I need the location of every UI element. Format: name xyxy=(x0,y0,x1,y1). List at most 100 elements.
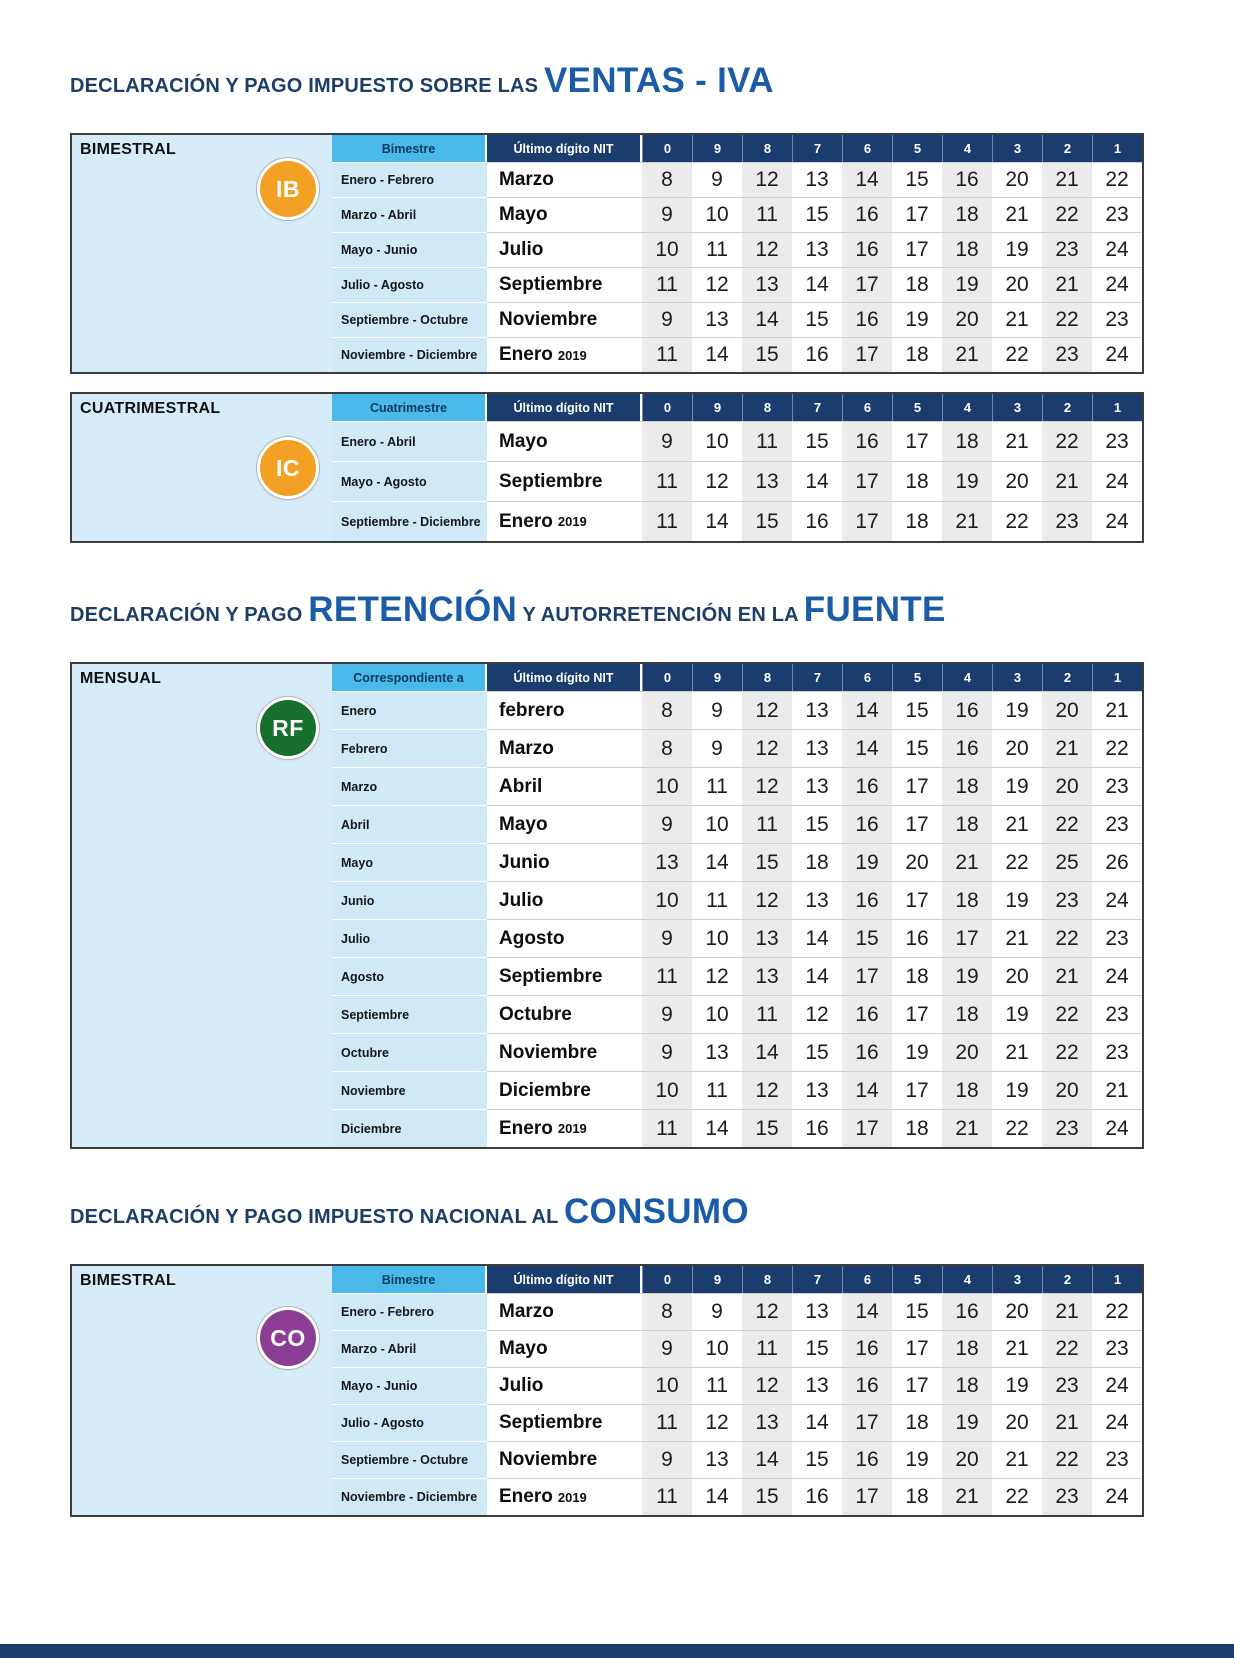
table-row: Marzo Abril 10 11 12 13 16 17 18 19 20 23 xyxy=(332,767,1142,805)
deadline-day: 16 xyxy=(942,691,992,729)
deadline-day: 19 xyxy=(992,995,1042,1033)
deadline-day: 21 xyxy=(1042,461,1092,501)
deadline-day: 11 xyxy=(642,337,692,372)
deadline-day: 12 xyxy=(692,267,742,302)
year-label: 2019 xyxy=(557,347,587,363)
nit-digit-header: 1 xyxy=(1092,135,1142,162)
period-column-header: Correspondiente a xyxy=(332,664,487,691)
deadline-day: 14 xyxy=(792,461,842,501)
deadline-day: 23 xyxy=(1042,501,1092,541)
month-name: Noviembre xyxy=(499,309,598,330)
month-cell: Marzo xyxy=(487,162,642,197)
deadline-day: 10 xyxy=(642,1071,692,1109)
deadline-day: 19 xyxy=(892,302,942,337)
period-cell: Marzo xyxy=(332,767,487,805)
deadline-day: 18 xyxy=(942,805,992,843)
deadline-day: 24 xyxy=(1092,461,1142,501)
month-name: Abril xyxy=(499,775,543,797)
month-cell: Mayo xyxy=(487,197,642,232)
iva-cuatrimestral-table: Cuatrimestre Último dígito NIT 0 9 8 7 6 5 4 3 2 1 E… xyxy=(332,394,1142,541)
deadline-day: 8 xyxy=(642,729,692,767)
deadline-day: 16 xyxy=(942,162,992,197)
month-cell: Julio xyxy=(487,881,642,919)
nit-digit-header: 3 xyxy=(992,394,1042,421)
deadline-day: 22 xyxy=(992,1478,1042,1515)
deadline-day: 20 xyxy=(1042,691,1092,729)
deadline-day: 17 xyxy=(842,1404,892,1441)
month-name: Mayo xyxy=(499,430,548,452)
month-name: Julio xyxy=(499,239,544,260)
deadline-day: 19 xyxy=(992,881,1042,919)
deadline-day: 14 xyxy=(692,501,742,541)
deadline-day: 13 xyxy=(792,881,842,919)
deadline-day: 22 xyxy=(992,843,1042,881)
deadline-day: 22 xyxy=(1042,1330,1092,1367)
month-cell: Marzo xyxy=(487,729,642,767)
table-header-row: Cuatrimestre Último dígito NIT 0 9 8 7 6 5 4 3 2 1 xyxy=(332,394,1142,421)
deadline-day: 13 xyxy=(742,461,792,501)
frequency-panel: CUATRIMESTRAL IC xyxy=(72,394,332,541)
deadline-day: 11 xyxy=(742,1330,792,1367)
deadline-day: 11 xyxy=(742,995,792,1033)
month-cell: Noviembre xyxy=(487,1441,642,1478)
nit-digit-header: 8 xyxy=(742,394,792,421)
month-cell: Septiembre xyxy=(487,1404,642,1441)
deadline-day: 12 xyxy=(742,1367,792,1404)
table-row: Agosto Septiembre 11 12 13 14 17 18 19 20 21 24 xyxy=(332,957,1142,995)
deadline-day: 21 xyxy=(1042,729,1092,767)
deadline-day: 14 xyxy=(792,957,842,995)
period-cell: Septiembre - Diciembre xyxy=(332,501,487,541)
table-header-row: Bimestre Último dígito NIT 0 9 8 7 6 5 4 3 2 1 xyxy=(332,1266,1142,1293)
month-cell: Diciembre xyxy=(487,1071,642,1109)
deadline-day: 20 xyxy=(942,302,992,337)
month-cell: Julio xyxy=(487,232,642,267)
deadline-day: 19 xyxy=(942,267,992,302)
consumo-section-title: DECLARACIÓN Y PAGO IMPUESTO NACIONAL AL … xyxy=(70,1189,1234,1240)
deadline-day: 14 xyxy=(842,729,892,767)
deadline-day: 18 xyxy=(942,1367,992,1404)
deadline-day: 17 xyxy=(892,881,942,919)
deadline-day: 12 xyxy=(742,881,792,919)
deadline-day: 13 xyxy=(792,691,842,729)
deadline-day: 18 xyxy=(892,957,942,995)
rf-badge: RF xyxy=(260,700,316,756)
month-cell: Junio xyxy=(487,843,642,881)
title-emphasis: CONSUMO xyxy=(563,1192,749,1231)
title-text: Y AUTORRETENCIÓN EN LA xyxy=(517,604,804,626)
month-name: Marzo xyxy=(499,737,554,759)
deadline-day: 21 xyxy=(1042,267,1092,302)
deadline-day: 17 xyxy=(842,1478,892,1515)
deadline-day: 22 xyxy=(992,337,1042,372)
deadline-day: 20 xyxy=(942,1033,992,1071)
deadline-day: 9 xyxy=(642,197,692,232)
month-name: Agosto xyxy=(499,927,565,949)
nit-digit-header: 9 xyxy=(692,1266,742,1293)
deadline-day: 14 xyxy=(842,1071,892,1109)
deadline-day: 13 xyxy=(792,729,842,767)
month-cell: Septiembre xyxy=(487,957,642,995)
deadline-day: 17 xyxy=(892,232,942,267)
deadline-day: 14 xyxy=(842,1293,892,1330)
table-row: Octubre Noviembre 9 13 14 15 16 19 20 21 22 23 xyxy=(332,1033,1142,1071)
deadline-day: 14 xyxy=(742,1033,792,1071)
deadline-day: 19 xyxy=(992,1071,1042,1109)
nit-digit-header: 8 xyxy=(742,135,792,162)
deadline-day: 23 xyxy=(1092,995,1142,1033)
deadline-day: 16 xyxy=(842,767,892,805)
deadline-day: 11 xyxy=(692,1071,742,1109)
nit-digit-header: 2 xyxy=(1042,664,1092,691)
deadline-day: 19 xyxy=(992,767,1042,805)
deadline-day: 20 xyxy=(992,162,1042,197)
nit-digit-header: 5 xyxy=(892,1266,942,1293)
nit-digit-header: 7 xyxy=(792,1266,842,1293)
table-row: Septiembre - Octubre Noviembre 9 13 14 15 16 19… xyxy=(332,302,1142,337)
deadline-day: 19 xyxy=(942,461,992,501)
nit-digit-header: 0 xyxy=(642,394,692,421)
month-name: Diciembre xyxy=(499,1079,591,1101)
deadline-day: 19 xyxy=(992,232,1042,267)
deadline-day: 23 xyxy=(1042,1367,1092,1404)
deadline-day: 17 xyxy=(842,1109,892,1147)
deadline-day: 20 xyxy=(992,957,1042,995)
deadline-day: 10 xyxy=(642,232,692,267)
deadline-day: 11 xyxy=(692,767,742,805)
